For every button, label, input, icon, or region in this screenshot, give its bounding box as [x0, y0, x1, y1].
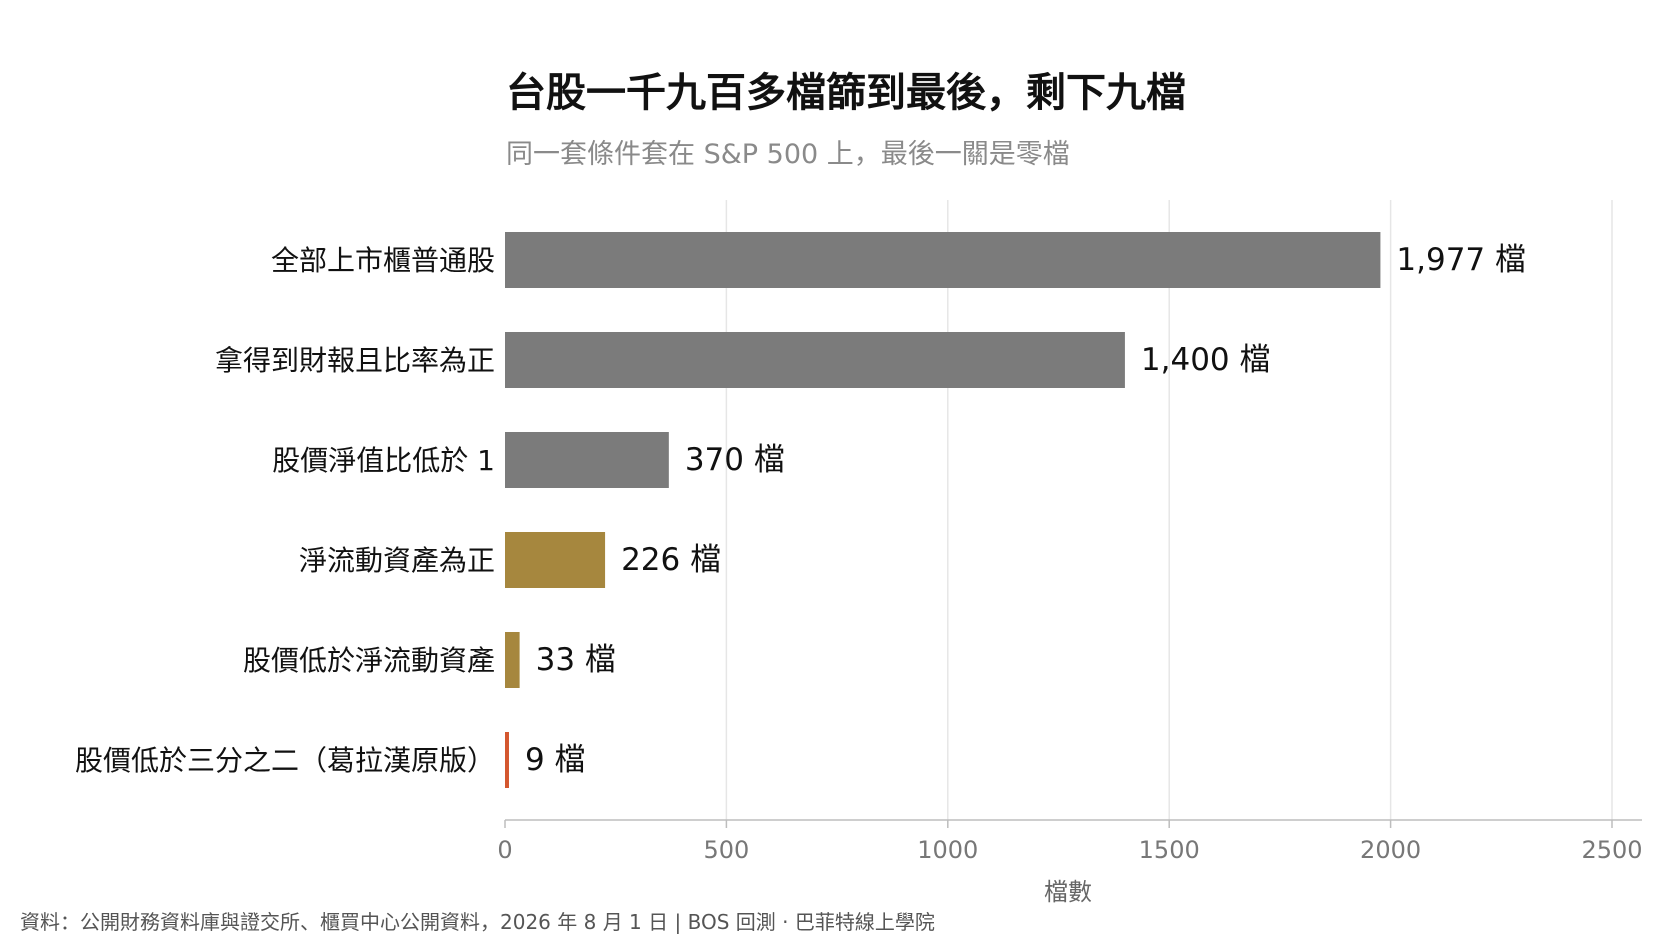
- data-label: 370 檔: [685, 442, 785, 478]
- x-axis-label: 檔數: [1044, 878, 1092, 906]
- x-tick-label: 500: [703, 836, 749, 864]
- bar: [505, 532, 606, 588]
- bar: [505, 732, 509, 788]
- x-tick-label: 2000: [1360, 836, 1421, 864]
- bar: [505, 332, 1125, 388]
- source-note: 資料：公開財務資料庫與證交所、櫃買中心公開資料，2026 年 8 月 1 日 |…: [20, 910, 935, 934]
- chart-subtitle: 同一套條件套在 S&P 500 上，最後一關是零檔: [506, 139, 1070, 170]
- data-label: 226 檔: [621, 542, 721, 578]
- data-label: 33 檔: [536, 642, 616, 678]
- chart-title: 台股一千九百多檔篩到最後，剩下九檔: [506, 70, 1186, 116]
- category-label: 股價低於三分之二（葛拉漢原版）: [75, 744, 495, 777]
- x-tick-label: 1500: [1139, 836, 1200, 864]
- data-label: 9 檔: [525, 742, 586, 778]
- x-tick-label: 2500: [1581, 836, 1642, 864]
- x-tick-label: 0: [497, 836, 512, 864]
- category-label: 股價低於淨流動資產: [243, 644, 495, 677]
- category-label: 全部上市櫃普通股: [271, 244, 495, 277]
- x-tick-label: 1000: [917, 836, 978, 864]
- data-label: 1,977 檔: [1396, 242, 1526, 278]
- bar: [505, 432, 669, 488]
- category-label: 股價淨值比低於 1: [272, 444, 495, 477]
- category-label: 拿得到財報且比率為正: [215, 344, 495, 377]
- bar: [505, 232, 1381, 288]
- data-label: 1,400 檔: [1141, 342, 1271, 378]
- category-label: 淨流動資產為正: [299, 544, 495, 577]
- bar: [505, 632, 520, 688]
